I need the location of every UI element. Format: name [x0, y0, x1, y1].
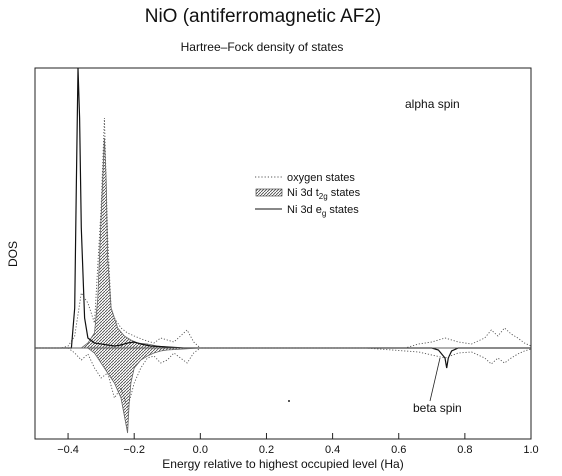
series-1-ni-3d-t2g-states-area	[35, 137, 531, 349]
speck	[288, 400, 290, 402]
legend-label-oxygen: oxygen states	[287, 172, 355, 184]
x-axis: −0.4 −0.2 0.0 0.2 0.4 0.6 0.8 1.0	[57, 433, 539, 456]
plot-frame	[34, 67, 532, 440]
legend-label-eg: Ni 3d eg states	[287, 204, 359, 218]
x-tick-label: −0.4	[57, 444, 79, 456]
legend: oxygen states Ni 3d t2g states Ni 3d eg …	[255, 172, 361, 218]
x-tick-label: −0.2	[123, 444, 145, 456]
x-tick-label: 0.0	[193, 444, 208, 456]
series-4-ni-3d-t2g-states-beta-area	[35, 347, 531, 434]
alpha-spin-label: alpha spin	[405, 97, 460, 111]
beta-spin-label: beta spin	[413, 401, 462, 415]
x-tick-label: 0.2	[259, 444, 274, 456]
x-tick-label: 1.0	[523, 444, 538, 456]
chart-subtitle: Hartree–Fock density of states	[181, 40, 344, 54]
chart-title: NiO (antiferromagnetic AF2)	[145, 6, 382, 27]
y-axis-label: DOS	[6, 241, 20, 267]
x-tick-label: 0.6	[391, 444, 406, 456]
x-tick-label: 0.4	[325, 444, 340, 456]
beta-spin-pointer	[429, 357, 441, 402]
x-tick-label: 0.8	[457, 444, 472, 456]
legend-swatch-t2g	[255, 188, 283, 197]
series-2-ni-3d-eg-states-line	[35, 67, 531, 369]
legend-label-t2g: Ni 3d t2g states	[287, 187, 361, 201]
data-layer	[35, 67, 532, 434]
x-axis-label: Energy relative to highest occupied leve…	[162, 457, 403, 471]
series-3-oxygen-states-beta-line	[35, 347, 532, 410]
